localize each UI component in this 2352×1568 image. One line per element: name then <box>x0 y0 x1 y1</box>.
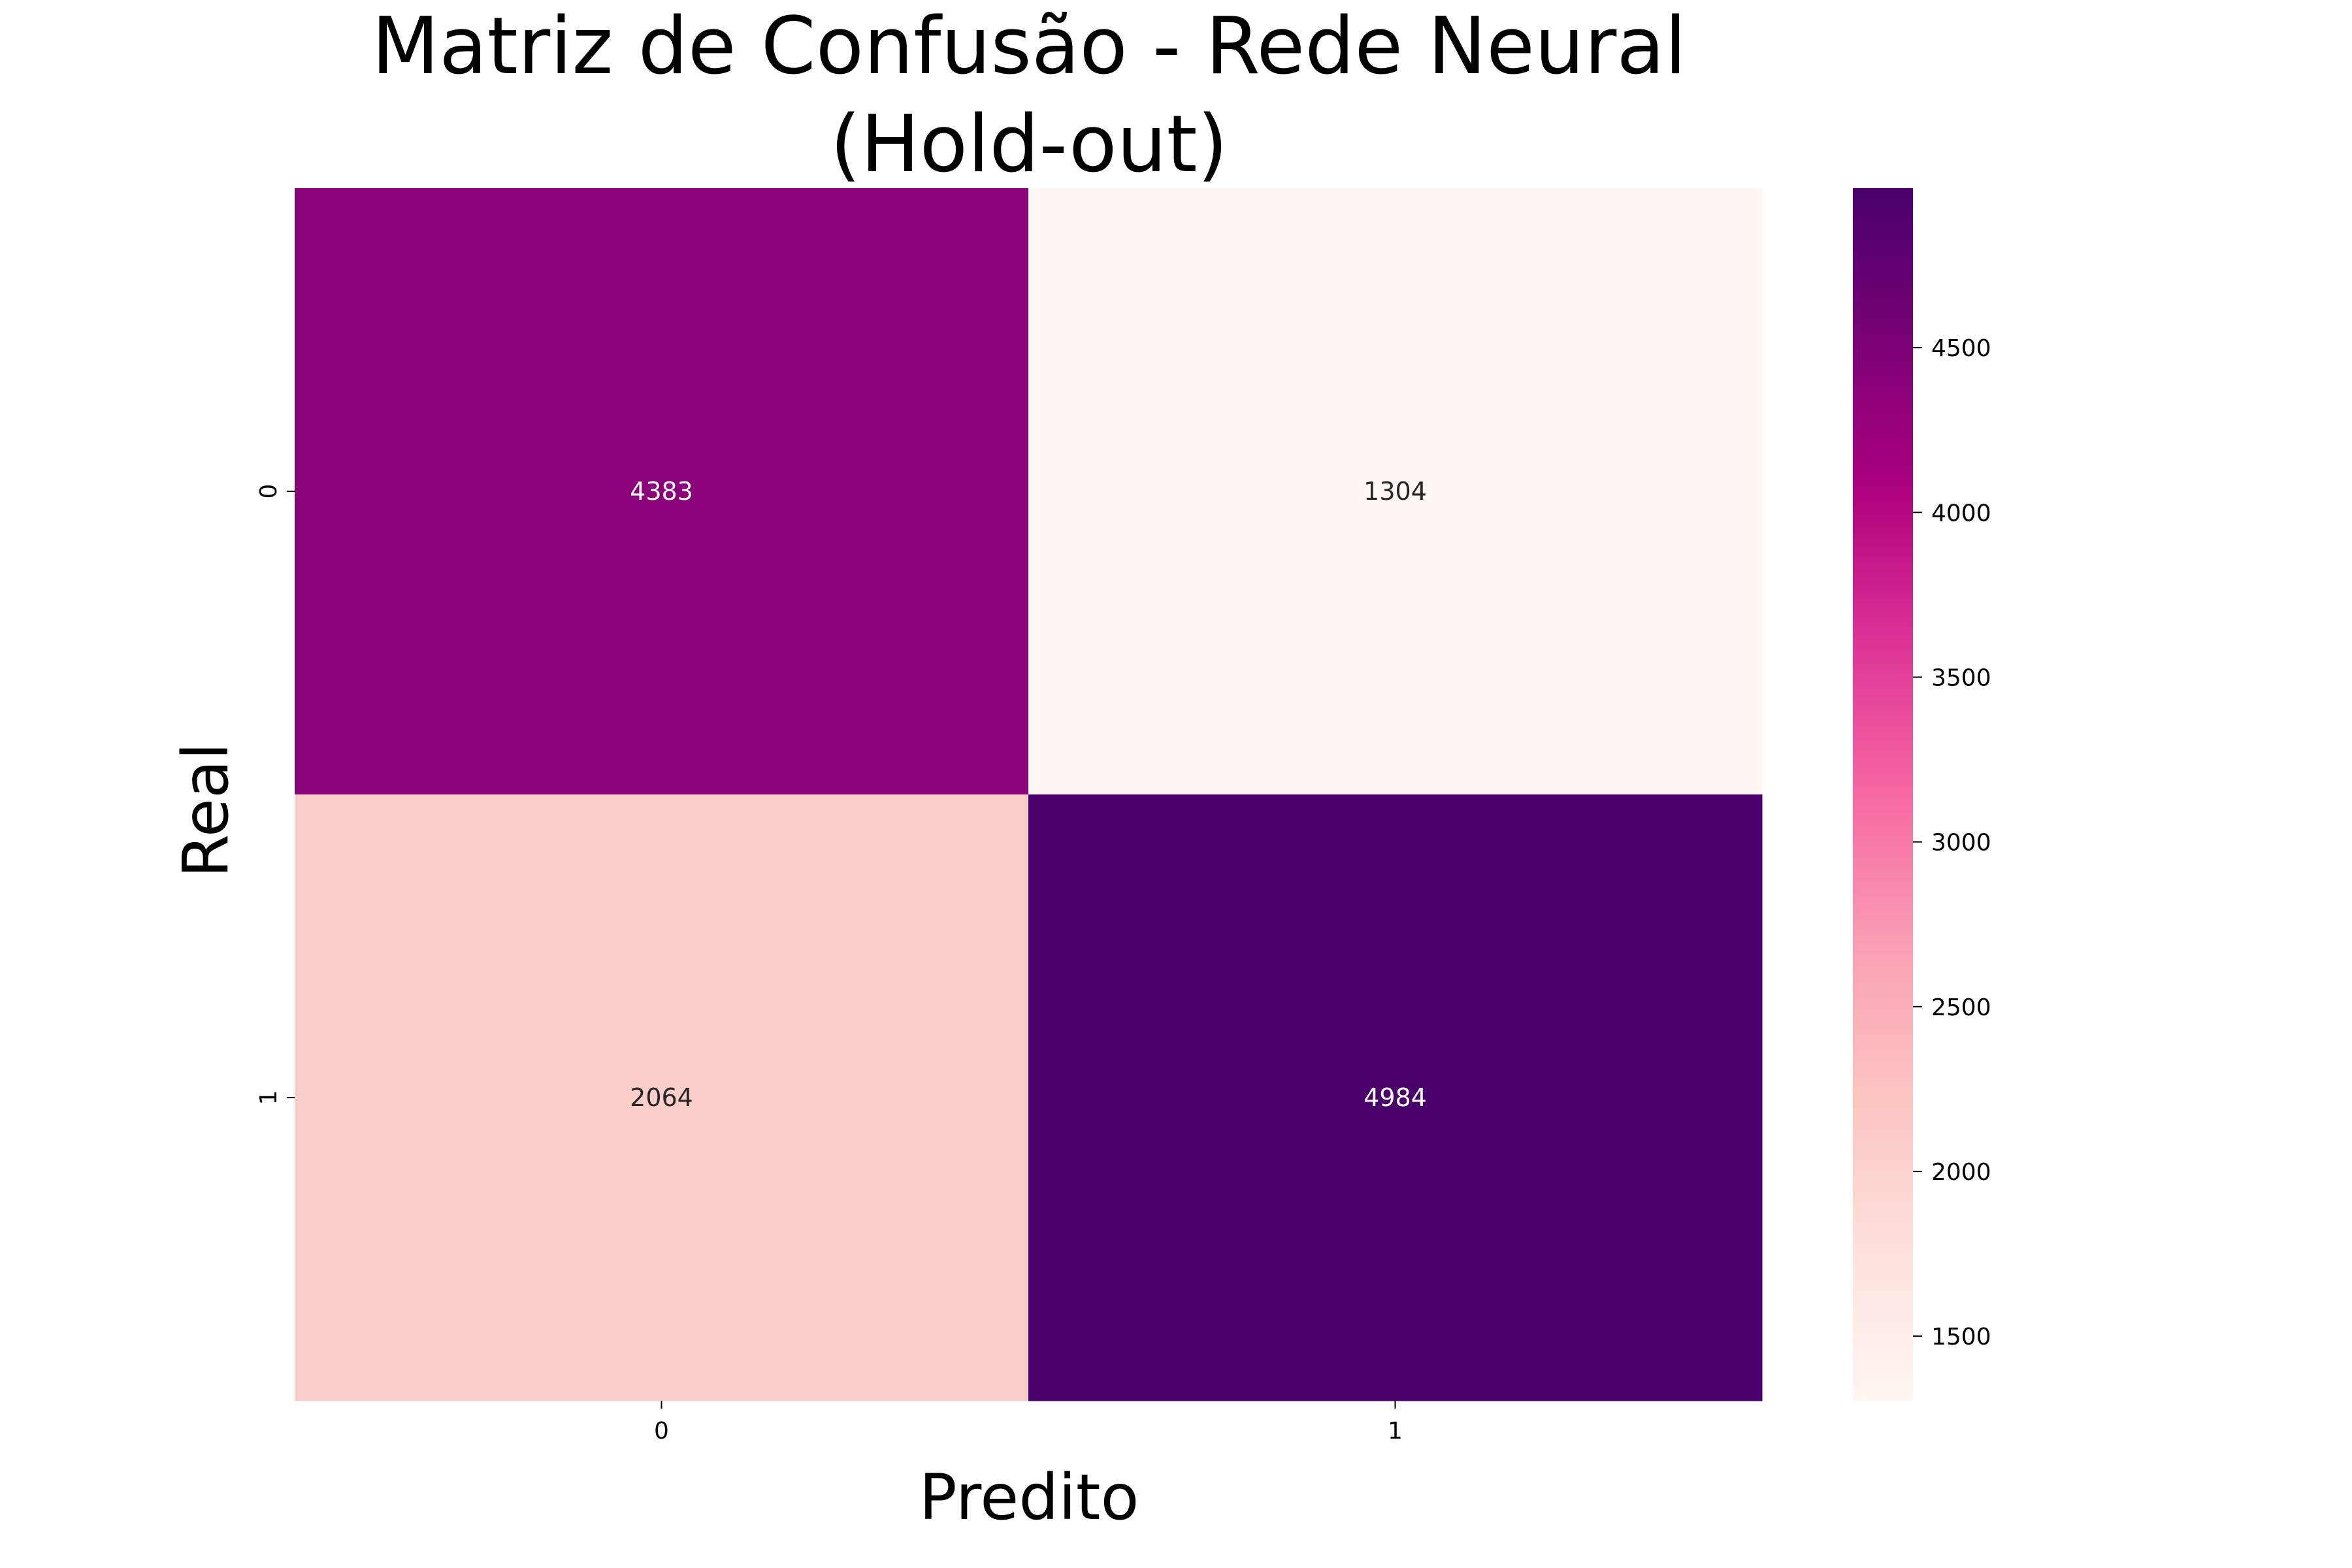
colorbar-tick-label-5: 4000 <box>1931 500 1991 527</box>
colorbar-tick-label-2: 2500 <box>1931 994 1991 1021</box>
heatmap-cell-1-1 <box>1028 794 1763 1401</box>
heatmap-cell-label-1-1: 4984 <box>1364 1083 1427 1112</box>
colorbar-tick-label-3: 3000 <box>1931 830 1991 857</box>
y-tick-label-1: 1 <box>255 1090 282 1105</box>
heatmap-cell-label-0-1: 1304 <box>1364 477 1427 506</box>
chart-title-line-1: Matriz de Confusão - Rede Neural <box>372 1 1687 92</box>
y-axis-label: Real <box>169 743 242 878</box>
x-tick-label-1: 1 <box>1388 1418 1403 1445</box>
y-tick-label-0: 0 <box>255 484 282 499</box>
colorbar-tick-label-1: 2000 <box>1931 1159 1991 1186</box>
heatmap-cell-label-1-0: 2064 <box>630 1083 693 1112</box>
heatmap-cell-1-0 <box>295 794 1029 1401</box>
heatmap-cell-labels: 4383 1304 2064 4984 <box>630 477 1427 1112</box>
colorbar-gradient <box>1853 188 1913 1401</box>
colorbar-tick-label-4: 3500 <box>1931 664 1991 691</box>
colorbar-ticks: 1500 2000 2500 3000 3500 4000 4500 <box>1913 335 1991 1350</box>
heatmap-cell-label-0-0: 4383 <box>630 477 693 506</box>
heatmap-cells <box>295 188 1763 1401</box>
x-tick-label-0: 0 <box>654 1418 669 1445</box>
heatmap-cell-0-1 <box>1028 188 1763 795</box>
y-axis: 01 <box>255 484 295 1105</box>
colorbar: 1500 2000 2500 3000 3500 4000 4500 <box>1853 188 1991 1401</box>
colorbar-tick-label-0: 1500 <box>1931 1324 1991 1350</box>
x-axis-label: Predito <box>919 1461 1139 1534</box>
chart-title-line-2: (Hold-out) <box>830 99 1228 190</box>
chart-title: Matriz de Confusão - Rede Neural (Hold-o… <box>372 1 1687 190</box>
colorbar-tick-label-6: 4500 <box>1931 335 1991 362</box>
heatmap-cell-0-0 <box>295 188 1029 795</box>
